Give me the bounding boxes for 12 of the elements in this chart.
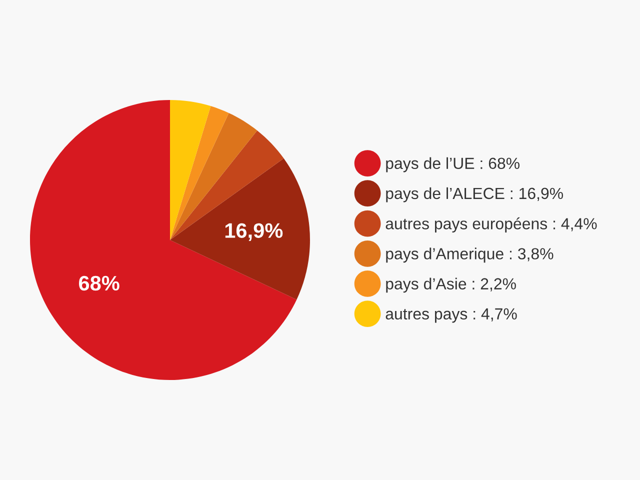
pie-slice (170, 100, 211, 240)
legend-label: pays de l’ALECE : 16,9% (386, 187, 564, 202)
legend-label: pays d’Amerique : 3,8% (386, 248, 554, 263)
legend-label: pays de l’UE : 68% (386, 157, 520, 172)
pie-slice (170, 158, 310, 300)
legend-label: autres pays : 4,7% (386, 308, 517, 323)
data-label: 16,9% (225, 223, 283, 241)
data-label: 68% (78, 276, 120, 291)
pie-slice (30, 100, 297, 380)
legend-label: pays d’Asie : 2,2% (386, 278, 516, 293)
legend-label: autres pays européens : 4,4% (386, 217, 597, 233)
pie-slice (170, 130, 284, 240)
